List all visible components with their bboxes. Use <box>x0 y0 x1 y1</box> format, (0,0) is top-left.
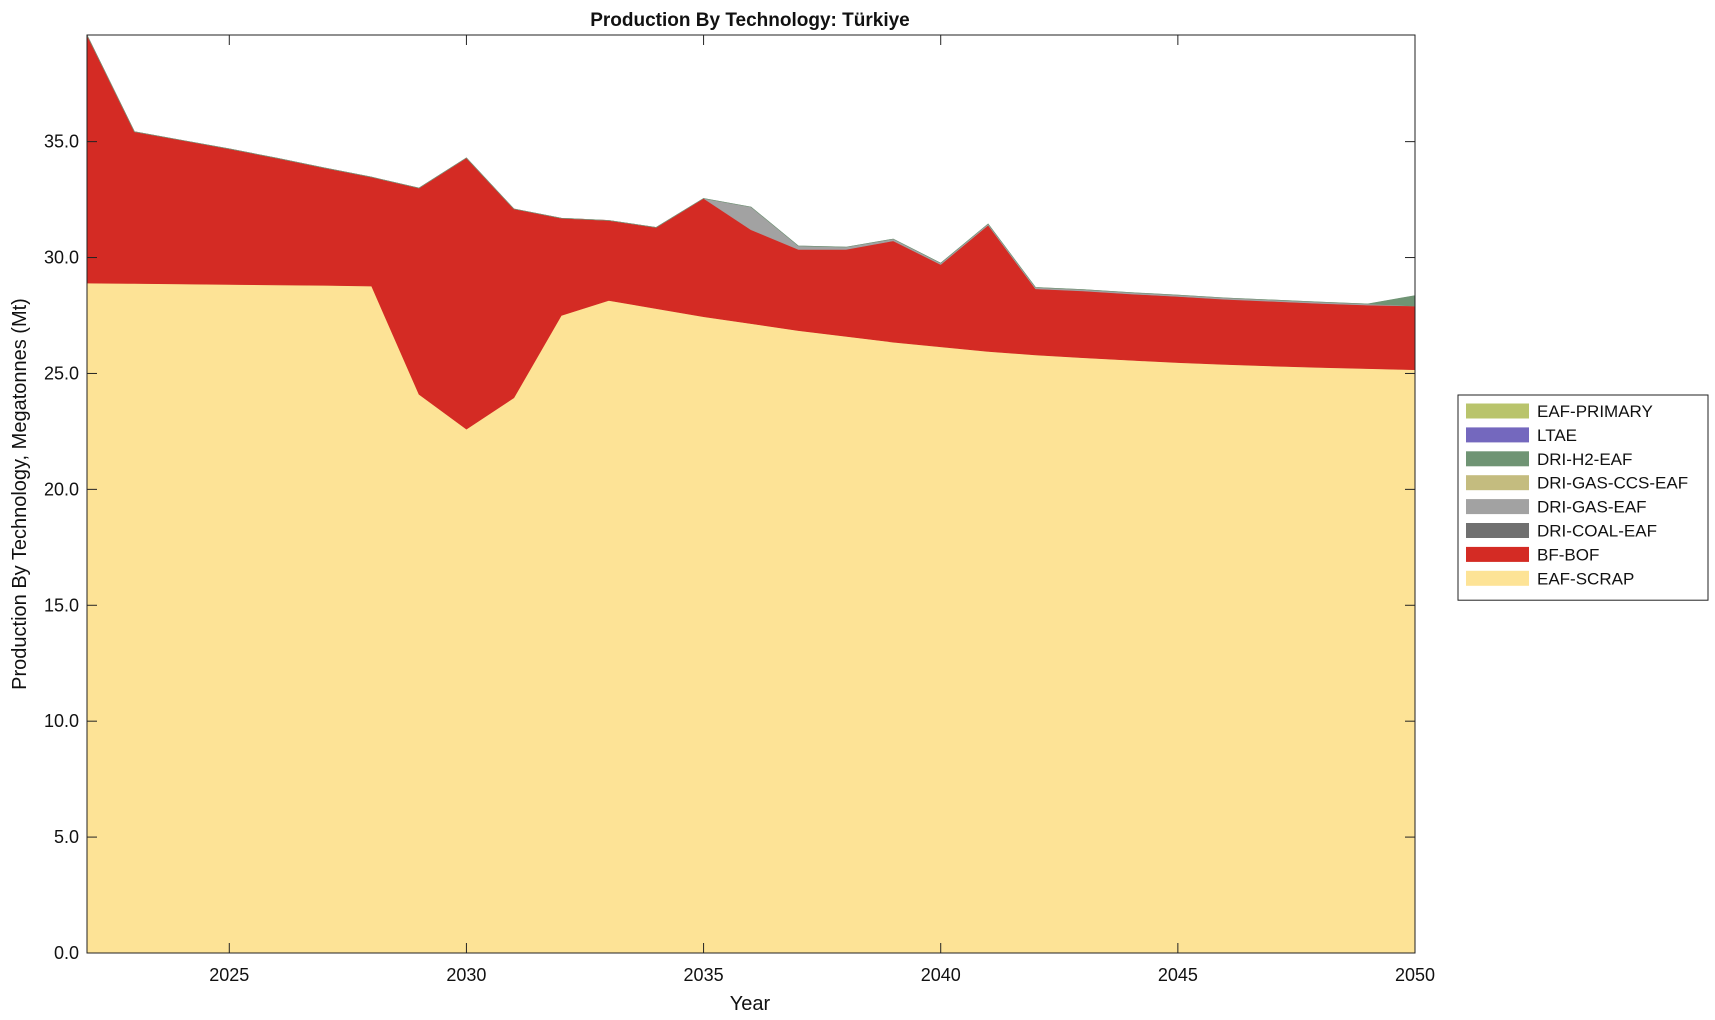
y-tick-label: 5.0 <box>54 827 79 847</box>
legend-label-dri-h2-eaf: DRI-H2-EAF <box>1537 450 1632 469</box>
legend-label-bf-bof: BF-BOF <box>1537 545 1599 564</box>
legend-swatch-bf-bof <box>1466 546 1529 562</box>
plot-areas <box>86 34 1416 954</box>
y-tick-label: 10.0 <box>44 711 79 731</box>
area-eaf-scrap <box>86 282 1416 954</box>
y-tick-label: 30.0 <box>44 248 79 268</box>
y-tick-label: 20.0 <box>44 479 79 499</box>
legend-swatch-eaf-primary <box>1466 403 1529 419</box>
x-tick-label: 2025 <box>209 965 249 985</box>
y-tick-label: 25.0 <box>44 363 79 383</box>
y-tick-label: 0.0 <box>54 943 79 963</box>
legend-swatch-dri-h2-eaf <box>1466 451 1529 467</box>
x-tick-label: 2040 <box>921 965 961 985</box>
legend-label-dri-gas-eaf: DRI-GAS-EAF <box>1537 498 1647 517</box>
chart-title: Production By Technology: Türkiye <box>590 10 910 31</box>
legend-label-eaf-primary: EAF-PRIMARY <box>1537 402 1653 421</box>
legend-swatch-ltae <box>1466 427 1529 443</box>
legend: EAF-PRIMARY LTAE DRI-H2-EAF DRI-GAS-CCS-EAF… <box>1457 394 1709 601</box>
x-axis: 2025 2030 2035 2040 2045 2050 <box>209 35 1435 985</box>
legend-label-eaf-scrap: EAF-SCRAP <box>1537 569 1634 588</box>
x-tick-label: 2035 <box>684 965 724 985</box>
x-tick-label: 2030 <box>446 965 486 985</box>
legend-swatch-dri-gas-eaf <box>1466 499 1529 515</box>
legend-swatch-dri-coal-eaf <box>1466 523 1529 538</box>
x-tick-label: 2050 <box>1395 965 1435 985</box>
plot-frame <box>86 34 1416 954</box>
legend-swatch-dri-gas-ccs-eaf <box>1466 475 1529 491</box>
y-tick-label: 15.0 <box>44 595 79 615</box>
y-axis: 0.0 5.0 10.0 15.0 20.0 25.0 30.0 35.0 <box>44 132 1415 963</box>
y-tick-label: 35.0 <box>44 132 79 152</box>
x-axis-label: Year <box>730 993 771 1015</box>
legend-label-ltae: LTAE <box>1537 426 1577 445</box>
legend-swatch-eaf-scrap <box>1466 570 1529 586</box>
x-tick-label: 2045 <box>1158 965 1198 985</box>
y-axis-label: Production By Technology, Megatonnes (Mt… <box>9 298 31 690</box>
legend-label-dri-gas-ccs-eaf: DRI-GAS-CCS-EAF <box>1537 474 1688 493</box>
legend-label-dri-coal-eaf: DRI-COAL-EAF <box>1537 522 1657 541</box>
